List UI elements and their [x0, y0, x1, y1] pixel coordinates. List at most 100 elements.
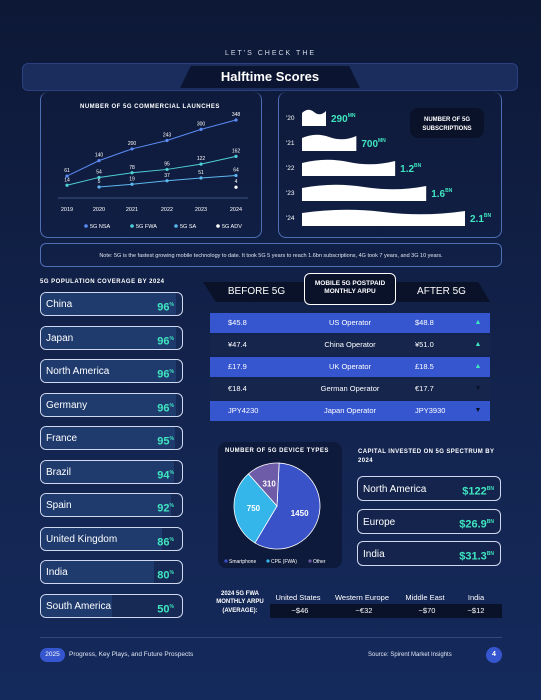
coverage-country: North America — [46, 366, 110, 377]
fwa-value: ~$70 — [418, 606, 436, 615]
launches-data-label: 64 — [233, 167, 239, 173]
coverage-value: 86% — [157, 528, 174, 550]
coverage-percent-sign: % — [169, 369, 174, 375]
footer-year-badge: 2025 — [40, 648, 65, 662]
coverage-country: China — [46, 299, 73, 310]
launches-point — [97, 159, 101, 163]
arpu-row: JPY4230 Japan Operator JPY3930 ▼ — [210, 401, 490, 421]
launches-point — [165, 179, 169, 183]
launches-point — [234, 118, 238, 122]
coverage-percent-sign: % — [169, 536, 174, 543]
coverage-number: 96 — [157, 335, 170, 348]
coverage-number: 94 — [157, 469, 170, 482]
launches-point — [130, 171, 134, 175]
arpu-after-value: €17.7 — [415, 384, 434, 393]
capital-row: India $31.3BN — [357, 541, 501, 566]
launches-data-label: 348 — [232, 112, 241, 118]
coverage-row: United Kingdom 86% — [40, 526, 183, 551]
pie-legend-label: Other — [313, 559, 326, 565]
coverage-number: 96 — [157, 368, 170, 381]
launches-point — [65, 174, 69, 178]
launches-legend-marker — [216, 224, 220, 228]
capital-region: North America — [363, 484, 427, 495]
subs-value-label: 1.2BN — [400, 163, 422, 175]
coverage-row: Brazil 94% — [40, 459, 183, 484]
launches-data-label: 37 — [164, 173, 170, 179]
arrow-down-icon: ▼ — [474, 385, 482, 392]
subs-value-label: 2.1BN — [470, 213, 492, 225]
subs-title-line1: NUMBER OF 5G — [424, 117, 470, 123]
launches-point — [199, 176, 203, 180]
subs-year-label: '24 — [286, 215, 295, 222]
coverage-number: 96 — [157, 402, 170, 415]
arrow-up-icon: ▲ — [474, 363, 482, 370]
arpu-after-value: £18.5 — [415, 362, 434, 371]
capital-unit: BN — [486, 551, 494, 557]
pie-legend-marker — [224, 559, 228, 563]
coverage-fill-bar — [41, 561, 154, 583]
pie-legend-label: Smartphone — [229, 559, 256, 565]
pie-slice — [233, 473, 278, 544]
subs-title-box — [410, 108, 484, 138]
coverage-country: South America — [46, 600, 112, 612]
subs-year-label: '20 — [286, 115, 295, 122]
capital-value: $122BN — [462, 477, 494, 505]
launches-point — [165, 167, 169, 172]
fwa-region-label: Western Europe — [334, 593, 390, 602]
coverage-value: 94% — [157, 461, 174, 483]
launches-data-label: 54 — [96, 169, 102, 175]
launches-x-tick: 2019 — [61, 207, 73, 213]
arpu-operator: German Operator — [320, 384, 380, 393]
coverage-country: Brazil — [46, 466, 72, 478]
fwa-value: ~$12 — [467, 606, 485, 615]
devices-title: NUMBER OF 5G DEVICE TYPES — [225, 448, 329, 454]
pie-legend-marker — [308, 559, 312, 563]
coverage-country: Germany — [46, 399, 88, 411]
footer-text: Progress, Key Plays, and Future Prospect… — [69, 651, 194, 658]
launches-data-label: 61 — [64, 168, 70, 174]
launches-data-label: 300 — [197, 121, 206, 127]
capital-title: CAPITAL INVESTED ON 5G SPECTRUM BY 2024 — [358, 449, 495, 464]
fwa-label: 2024 5G FWA MONTHLY ARPU (AVERAGE): — [216, 591, 264, 614]
launches-legend-label: 5G FWA — [136, 224, 157, 230]
arpu-title: MOBILE 5G POSTPAID MONTHLY ARPU — [304, 273, 396, 305]
arpu-row: ¥47.4 China Operator ¥51.0 ▲ — [210, 335, 490, 355]
arpu-after-value: ¥51.0 — [415, 340, 434, 349]
launches-data-label: 243 — [163, 133, 172, 139]
pie-data-label: 1450 — [291, 509, 309, 518]
launches-legend-marker — [174, 224, 178, 228]
coverage-fill-bar — [41, 494, 171, 516]
launches-point — [199, 162, 203, 166]
page-number: 4 — [486, 647, 502, 663]
subs-bar — [302, 184, 427, 201]
launches-point — [97, 185, 101, 189]
coverage-value: 96% — [157, 327, 174, 349]
pie-data-label: 310 — [262, 480, 276, 489]
launches-x-tick: 2022 — [161, 207, 173, 213]
launches-data-label: 14 — [64, 177, 70, 183]
launches-x-tick: 2021 — [126, 207, 138, 213]
launches-x-tick: 2024 — [230, 207, 242, 213]
arpu-after-header: AFTER 5G — [393, 282, 490, 302]
footer-divider — [40, 637, 502, 638]
subs-title-line2: SUBSCRIPTIONS — [422, 126, 471, 132]
launches-point — [130, 147, 134, 151]
arpu-operator: China Operator — [324, 340, 376, 349]
launches-data-label: 95 — [164, 161, 170, 167]
launches-legend-label: 5G ADV — [222, 224, 242, 230]
subs-year-label: '22 — [286, 165, 295, 172]
page-title: Halftime Scores — [180, 66, 360, 88]
coverage-country: France — [46, 433, 78, 444]
pie-slice — [254, 462, 321, 550]
coverage-value: 96% — [157, 293, 174, 315]
coverage-fill-bar — [41, 326, 177, 349]
coverage-country: Japan — [46, 332, 74, 344]
subs-unit-label: BN — [484, 213, 492, 219]
arrow-up-icon: ▲ — [474, 341, 482, 348]
coverage-row: France 95% — [40, 426, 183, 450]
coverage-percent-sign: % — [169, 603, 174, 610]
arpu-row: $45.8 US Operator $48.8 ▲ — [210, 313, 490, 333]
launches-data-label: 200 — [128, 141, 137, 147]
launches-x-tick: 2020 — [93, 207, 105, 213]
arpu-before-value: £17.9 — [228, 362, 247, 371]
